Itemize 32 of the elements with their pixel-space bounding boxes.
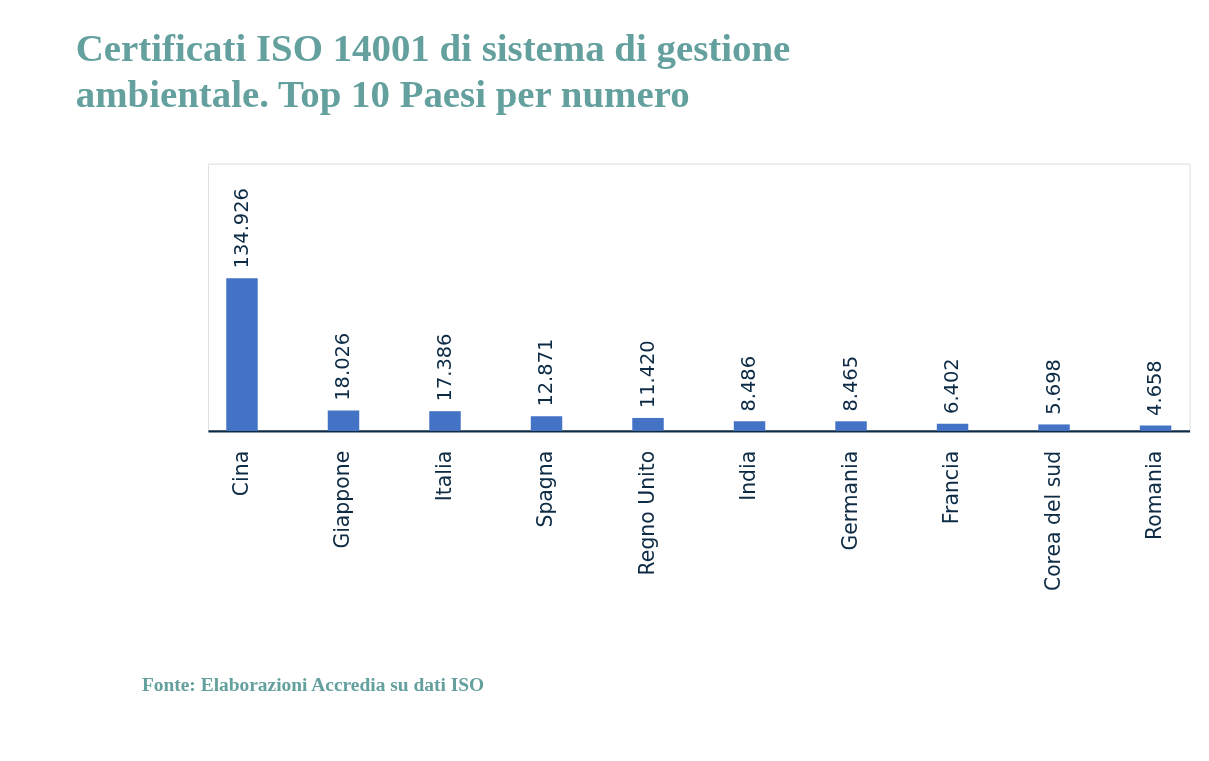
bar [530, 416, 563, 431]
data-label: 11.420 [635, 340, 659, 409]
x-tick-label: Romania [1142, 450, 1167, 540]
x-tick-label: Spagna [533, 450, 558, 528]
data-label: 134.926 [229, 188, 253, 269]
bar [226, 278, 258, 431]
data-label: 12.871 [534, 338, 558, 407]
bar [733, 421, 766, 431]
data-label: 5.698 [1041, 359, 1065, 415]
x-tick-label: Giappone [330, 450, 355, 549]
x-tick-label: Italia [431, 450, 456, 502]
data-label: 4.658 [1143, 360, 1167, 416]
bar [327, 410, 360, 431]
data-label: 8.465 [838, 355, 862, 412]
x-tick-label: Corea del sud [1040, 450, 1065, 592]
x-tick-label: India [736, 450, 761, 501]
x-tick-label: Germania [837, 450, 862, 551]
x-tick-label: Cina [228, 450, 253, 497]
data-label: 17.386 [432, 333, 456, 402]
chart-title: Certificati ISO 14001 di sistema di gestione ambientale. Top 10 Paesi per numero [75, 25, 791, 116]
data-label: 6.402 [940, 358, 964, 414]
bar [835, 421, 867, 431]
source-note: Fonte: Elaborazioni Accredia su dati ISO [141, 674, 485, 696]
bar [632, 417, 664, 431]
bar [1139, 425, 1172, 431]
bar [1038, 424, 1070, 431]
data-label: 8.486 [737, 355, 761, 412]
x-tick-label: Francia [939, 450, 964, 525]
bar [429, 411, 461, 431]
bar [936, 423, 969, 431]
x-tick-label: Regno Unito [634, 450, 659, 576]
data-label: 18.026 [331, 332, 355, 401]
